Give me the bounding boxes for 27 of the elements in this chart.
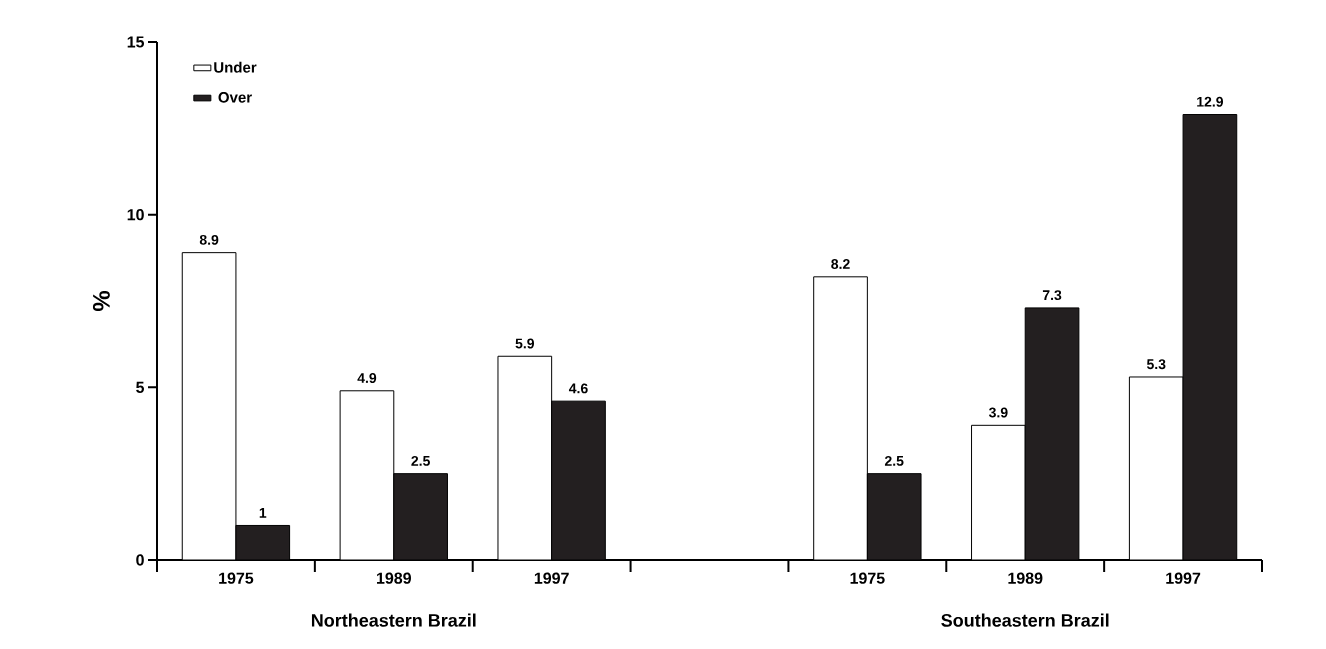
- data-label: 1: [259, 508, 267, 518]
- text: Northeastern Brazil: [311, 613, 476, 627]
- data-label: 8.2: [831, 259, 850, 270]
- y-tick-label: 0: [136, 554, 144, 566]
- x-tick-label: 1975: [219, 572, 254, 584]
- data-label: 2.5: [411, 455, 430, 466]
- y-tick-label: 15: [127, 36, 145, 48]
- data-label: 5.3: [1146, 359, 1166, 370]
- y-tick-label: 5: [136, 381, 145, 393]
- x-tick-label: 1975: [850, 572, 885, 584]
- legend-label: Under: [214, 61, 257, 73]
- data-label: 2.5: [884, 455, 904, 466]
- data-label: 5.9: [515, 338, 535, 349]
- data-label: 7.3: [1042, 290, 1062, 301]
- y-tick-label: 10: [127, 209, 144, 221]
- data-label: 4.9: [357, 373, 377, 383]
- legend-label: Over: [218, 92, 252, 103]
- x-tick-label: 1989: [1008, 572, 1043, 584]
- data-label: 8.9: [199, 234, 219, 245]
- data-label: 12.9: [1197, 96, 1224, 107]
- y-axis-title: %: [92, 290, 110, 312]
- data-label: 3.9: [988, 407, 1008, 418]
- data-label: 4.6: [568, 383, 588, 394]
- text: Southeastern Brazil: [941, 613, 1109, 627]
- x-tick-label: 1997: [534, 572, 569, 584]
- x-tick-label: 1997: [1166, 572, 1201, 584]
- x-tick-label: 1989: [377, 572, 411, 584]
